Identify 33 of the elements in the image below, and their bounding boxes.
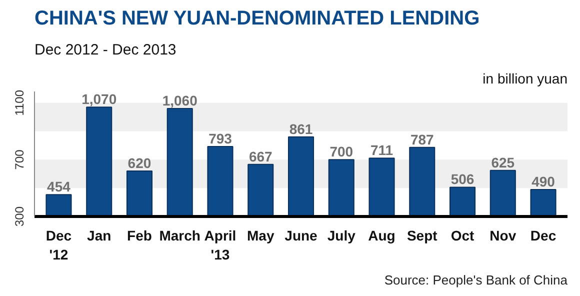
- data-label: 490: [532, 174, 556, 190]
- data-label: 506: [450, 171, 474, 188]
- data-label: 787: [410, 131, 434, 148]
- x-tick-label: Nov: [490, 228, 516, 244]
- x-tick-label: June: [284, 228, 318, 244]
- x-tick-label: May: [247, 228, 274, 244]
- x-tick-label: Dec '12: [46, 228, 72, 263]
- x-tick-label: Sept: [406, 228, 438, 244]
- x-tick-label: Feb: [127, 228, 152, 244]
- x-tick-label: Dec: [530, 228, 556, 244]
- y-tick-label: 300: [12, 206, 26, 227]
- x-tick-label: March: [159, 228, 200, 244]
- x-tick-label: Oct: [450, 228, 475, 244]
- data-label: 861: [289, 120, 313, 137]
- data-label: 793: [208, 130, 232, 146]
- data-label: 667: [248, 148, 273, 164]
- y-tick-label: 1100: [12, 90, 26, 116]
- data-label: 1,070: [82, 91, 117, 108]
- data-label: 700: [330, 144, 354, 160]
- y-tick-label: 700: [12, 149, 26, 170]
- source-note: Source: People's Bank of China: [384, 272, 568, 288]
- y-axis-title: in billion yuan: [482, 70, 568, 86]
- x-tick-label: April '13: [204, 228, 236, 263]
- data-label: 1,060: [162, 92, 198, 109]
- data-label: 711: [370, 142, 394, 158]
- chart-title: CHINA'S NEW YUAN-DENOMINATED LENDING: [34, 8, 480, 30]
- x-tick-label: Aug: [368, 228, 396, 244]
- chart-subtitle: Dec 2012 - Dec 2013: [34, 42, 176, 58]
- x-tick-label: Jan: [87, 228, 112, 244]
- x-tick-label: July: [327, 228, 356, 244]
- data-label: 625: [491, 154, 515, 170]
- data-label: 620: [128, 155, 152, 172]
- data-label: 454: [47, 178, 71, 195]
